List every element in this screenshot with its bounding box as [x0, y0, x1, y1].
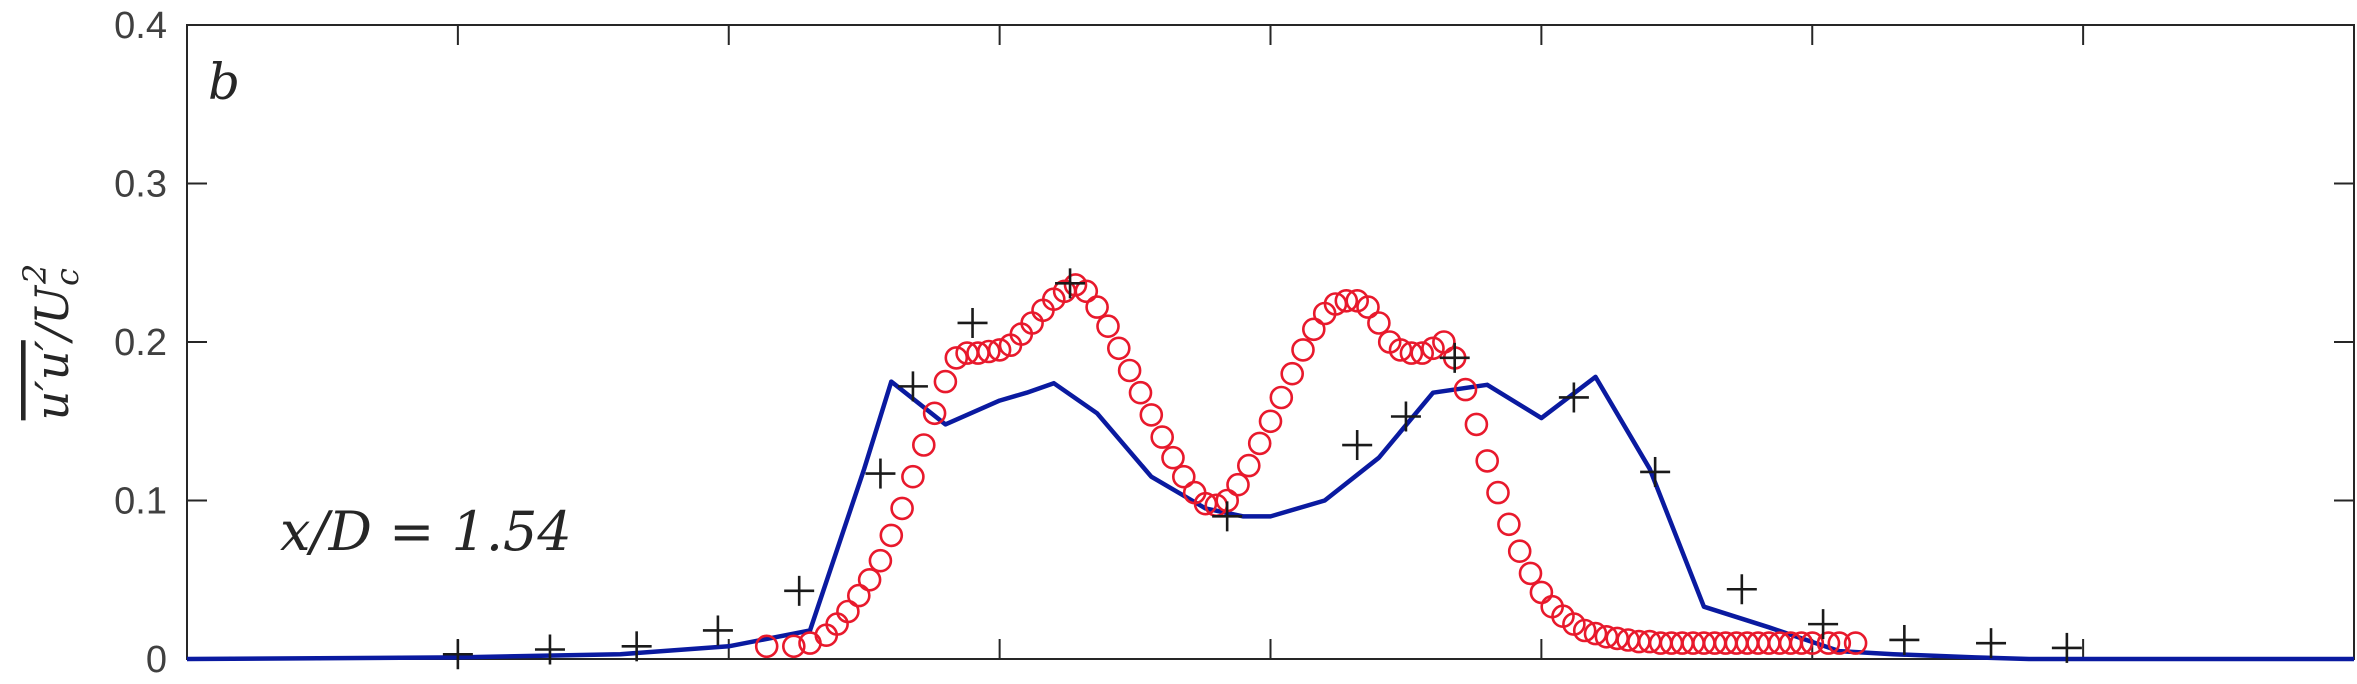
series-2-point-1 — [534, 634, 565, 665]
series-2-point-5 — [865, 458, 896, 489]
series-1-point-31 — [1117, 358, 1142, 383]
series-1-point-63 — [1464, 412, 1489, 437]
panel-label: b — [208, 53, 240, 111]
series-2-point-18 — [1976, 628, 2007, 659]
series-2-point-14 — [1640, 456, 1671, 487]
series-1-point-67 — [1507, 539, 1532, 564]
series-2-point-19 — [2051, 632, 2082, 663]
y-label-sup: 2 — [16, 264, 54, 285]
series-1-point-41 — [1226, 472, 1250, 497]
series-1-point-47 — [1291, 338, 1315, 362]
series-1-point-30 — [1107, 336, 1131, 361]
series-1-point-96 — [1827, 631, 1852, 655]
series-1-point-42 — [1237, 453, 1261, 478]
y-label-sub: c — [48, 268, 86, 286]
axis-ticks — [186, 24, 2355, 660]
series-2-point-7 — [957, 307, 988, 338]
y-label-denominator: U — [25, 284, 79, 325]
y-axis-label: u′u′/Uc2 — [16, 264, 86, 421]
series-1-point-68 — [1518, 561, 1543, 586]
series-2-point-16 — [1808, 609, 1839, 640]
series-1-point-48 — [1302, 317, 1326, 342]
series-2-point-17 — [1889, 624, 1920, 655]
series-1-point-7 — [857, 567, 882, 592]
series-1-point-62 — [1453, 377, 1478, 402]
series-1-point-93 — [1789, 631, 1814, 655]
series-1-point-9 — [879, 523, 904, 548]
series-2-point-12 — [1439, 342, 1470, 373]
series-2-point-8 — [1055, 268, 1086, 299]
series-1-point-29 — [1096, 314, 1120, 339]
series-1-point-36 — [1172, 464, 1196, 489]
series-1-point-33 — [1139, 403, 1164, 427]
series-1-point-45 — [1269, 385, 1294, 410]
y-tick-label-4: 0.4 — [114, 5, 167, 47]
series-1-point-60 — [1432, 330, 1456, 354]
series-1-point-43 — [1247, 431, 1272, 456]
series-1-point-73 — [1572, 618, 1597, 643]
series-1-point-57 — [1399, 341, 1424, 365]
series-2-point-11 — [1390, 401, 1421, 432]
series-0-line — [186, 374, 2354, 662]
y-tick-label-2: 0.2 — [114, 322, 167, 364]
series-1-point-53 — [1356, 295, 1380, 319]
series-1-point-58 — [1410, 341, 1434, 365]
series-1-point-11 — [901, 464, 925, 489]
svg-text:u′u′/Uc2: u′u′/Uc2 — [16, 264, 86, 421]
series-2-point-3 — [702, 615, 733, 646]
series-2-point-0 — [442, 639, 473, 670]
series-1-point-18 — [976, 339, 1001, 364]
series-1-point-54 — [1367, 311, 1391, 335]
series-1-point-74 — [1583, 621, 1608, 646]
series-1-point-97 — [1843, 631, 1868, 655]
series-1-point-15 — [944, 346, 969, 370]
series-1-point-5 — [836, 599, 860, 624]
series-2-point-9 — [1212, 501, 1243, 532]
series-1-point-35 — [1161, 445, 1185, 470]
series-layer — [186, 268, 2354, 670]
series-2-point-4 — [784, 575, 815, 606]
series-1-point-94 — [1800, 631, 1825, 655]
plot-area — [186, 24, 2355, 660]
y-tick-label-1: 0.1 — [114, 481, 167, 523]
series-1-point-34 — [1150, 425, 1174, 449]
series-1-point-8 — [868, 548, 893, 573]
series-1-point-95 — [1816, 631, 1841, 655]
series-1-point-66 — [1497, 512, 1521, 537]
series-2-point-10 — [1342, 430, 1373, 461]
series-2-point-2 — [621, 631, 652, 662]
y-tick-label-0: 0 — [146, 639, 167, 681]
series-1-point-27 — [1074, 279, 1099, 304]
series-1-point-64 — [1475, 449, 1499, 473]
y-tick-labels: 0 0.1 0.2 0.3 0.4 — [114, 5, 167, 681]
series-1-point-12 — [911, 433, 936, 457]
series-1-point-0 — [754, 634, 779, 659]
series-1-point-32 — [1128, 380, 1153, 405]
series-2-point-13 — [1558, 382, 1589, 413]
series-1-point-19 — [987, 338, 1012, 362]
series-1-point-28 — [1085, 295, 1109, 319]
annotation-label: x/D = 1.54 — [280, 500, 572, 563]
series-1-point-13 — [922, 401, 947, 426]
series-1-point-1 — [781, 634, 806, 659]
series-1-point-65 — [1486, 480, 1510, 505]
series-1-point-46 — [1280, 361, 1304, 386]
series-2-point-15 — [1726, 574, 1757, 605]
series-1-point-10 — [890, 496, 914, 521]
series-2-point-6 — [897, 371, 928, 402]
series-1-point-14 — [933, 369, 958, 394]
y-tick-label-3: 0.3 — [114, 164, 167, 206]
series-1-point-51 — [1334, 288, 1359, 313]
series-1-point-44 — [1258, 409, 1283, 434]
y-label-numerator: u′u′ — [25, 340, 79, 421]
series-1-point-6 — [846, 583, 871, 608]
